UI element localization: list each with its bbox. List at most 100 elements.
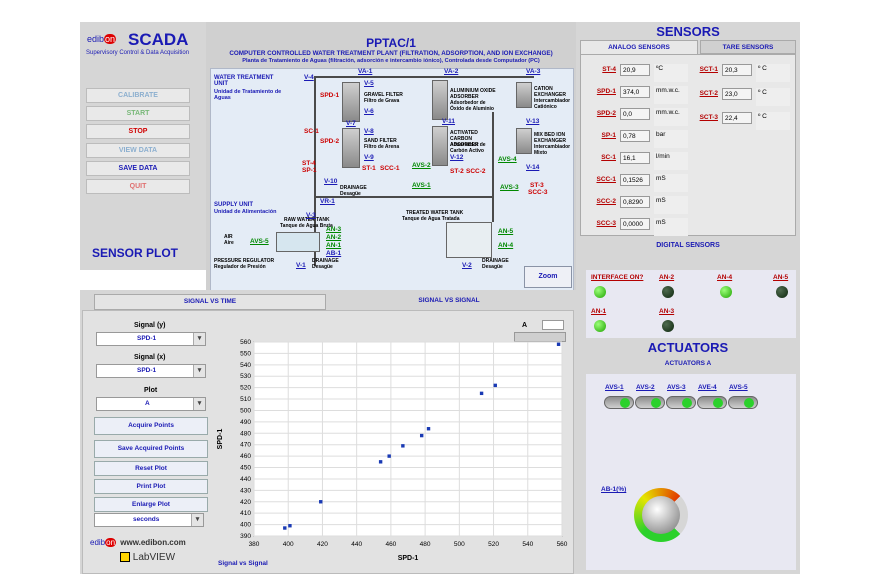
save-data-button[interactable]: SAVE DATA bbox=[86, 161, 190, 176]
tag-st4[interactable]: ST-4 bbox=[302, 160, 316, 167]
plot-background bbox=[253, 341, 563, 537]
actuator-toggle[interactable] bbox=[604, 396, 634, 409]
digital-sensor-label: AN-2 bbox=[658, 274, 676, 281]
tag-v2[interactable]: V-2 bbox=[462, 262, 472, 269]
tag-scc3[interactable]: SCC-3 bbox=[528, 189, 548, 196]
tag-v12[interactable]: V-12 bbox=[450, 154, 464, 161]
tag-v4[interactable]: V-4 bbox=[304, 74, 314, 81]
chevron-down-icon[interactable]: ▾ bbox=[191, 514, 203, 526]
tag-ab1[interactable]: AB-1 bbox=[326, 250, 342, 257]
tag-avs3[interactable]: AVS-3 bbox=[500, 184, 519, 191]
data-point bbox=[319, 500, 323, 504]
actuator-toggle[interactable] bbox=[635, 396, 665, 409]
tab-signal-vs-signal[interactable]: SIGNAL VS SIGNAL bbox=[418, 297, 480, 304]
actuator-toggle[interactable] bbox=[666, 396, 696, 409]
analog-sensor-unit: l/min bbox=[654, 152, 688, 170]
tag-an4[interactable]: AN-4 bbox=[498, 242, 514, 249]
sensor-plot-title: SENSOR PLOT bbox=[92, 246, 179, 260]
tag-v9[interactable]: V-9 bbox=[364, 154, 374, 161]
tag-sp1[interactable]: SP-1 bbox=[302, 167, 317, 174]
tag-avs2[interactable]: AVS-2 bbox=[412, 162, 431, 169]
quit-button[interactable]: QUIT bbox=[86, 179, 190, 194]
drainage-caption-2: DRAINAGE bbox=[312, 258, 339, 264]
chevron-down-icon[interactable]: ▾ bbox=[193, 398, 205, 410]
tag-avs5[interactable]: AVS-5 bbox=[250, 238, 269, 245]
tag-scc2[interactable]: SCC-2 bbox=[466, 168, 486, 175]
tag-spd2[interactable]: SPD-2 bbox=[320, 138, 340, 145]
tag-sc1[interactable]: SC-1 bbox=[304, 128, 319, 135]
sand-caption-es: Filtro de Arena bbox=[364, 144, 400, 150]
analog-sensor-name: SP-1 bbox=[601, 132, 616, 139]
raw-water-tank bbox=[276, 232, 320, 252]
tag-spd1[interactable]: SPD-1 bbox=[320, 92, 340, 99]
y-tick-label: 410 bbox=[240, 510, 251, 517]
time-unit-select[interactable]: seconds ▾ bbox=[94, 513, 204, 527]
drainage-caption-3-es: Desagüe bbox=[482, 264, 503, 270]
y-tick-label: 510 bbox=[240, 396, 251, 403]
tab-analog-sensors[interactable]: ANALOG SENSORS bbox=[580, 40, 698, 54]
start-button[interactable]: START bbox=[86, 106, 190, 121]
acquire-points-button[interactable]: Acquire Points bbox=[94, 417, 208, 435]
chevron-down-icon[interactable]: ▾ bbox=[193, 365, 205, 377]
tag-v5[interactable]: V-5 bbox=[364, 80, 374, 87]
tag-vr1[interactable]: VR-1 bbox=[320, 198, 335, 205]
tag-avs1[interactable]: AVS-1 bbox=[412, 182, 431, 189]
save-acquired-points-button[interactable]: Save Acquired Points bbox=[94, 440, 208, 458]
x-tick-label: 460 bbox=[385, 541, 396, 548]
tag-st3[interactable]: ST-3 bbox=[530, 182, 544, 189]
plot-select[interactable]: A ▾ bbox=[96, 397, 206, 411]
signal-x-select[interactable]: SPD-1 ▾ bbox=[96, 364, 206, 378]
reset-plot-button[interactable]: Reset Plot bbox=[94, 461, 208, 476]
x-tick-label: 500 bbox=[454, 541, 465, 548]
analog-sensor-value: 0,0 bbox=[620, 108, 650, 120]
tag-avs4[interactable]: AVS-4 bbox=[498, 156, 517, 163]
regulator-caption-es: Regulador de Presión bbox=[214, 264, 266, 270]
tag-va3[interactable]: VA-3 bbox=[526, 68, 541, 75]
tag-v8[interactable]: V-8 bbox=[364, 128, 374, 135]
actuator-toggle[interactable] bbox=[728, 396, 758, 409]
tag-v6[interactable]: V-6 bbox=[364, 108, 374, 115]
chevron-down-icon[interactable]: ▾ bbox=[193, 333, 205, 345]
tag-an5[interactable]: AN-5 bbox=[498, 228, 514, 235]
tag-an2[interactable]: AN-2 bbox=[326, 234, 342, 241]
alumina-adsorber-tank bbox=[432, 80, 448, 120]
air-caption: AIR bbox=[224, 234, 233, 240]
tag-v7[interactable]: V-7 bbox=[346, 120, 356, 127]
tag-v13[interactable]: V-13 bbox=[526, 118, 540, 125]
tag-v10[interactable]: V-10 bbox=[324, 178, 338, 185]
drainage-caption-3: DRAINAGE bbox=[482, 258, 509, 264]
digital-title: DIGITAL SENSORS bbox=[656, 242, 720, 249]
enlarge-plot-button[interactable]: Enlarge Plot bbox=[94, 497, 208, 512]
tag-an1[interactable]: AN-1 bbox=[326, 242, 342, 249]
analog-sensor-unit: mS bbox=[654, 196, 688, 214]
tag-v3[interactable]: V-3 bbox=[306, 212, 316, 219]
drainage-caption: DRAINAGE bbox=[340, 185, 367, 191]
mixed-exchanger-tank bbox=[516, 128, 532, 154]
tag-va2[interactable]: VA-2 bbox=[444, 68, 459, 75]
zoom-button[interactable]: Zoom bbox=[524, 266, 572, 288]
actuator-label: AVS-1 bbox=[604, 384, 625, 391]
website-link: www.edibon.com bbox=[120, 538, 186, 547]
calibrate-button[interactable]: CALIBRATE bbox=[86, 88, 190, 103]
stop-button[interactable]: STOP bbox=[86, 124, 190, 139]
gravel-filter-tank bbox=[342, 82, 360, 122]
sand-filter-tank bbox=[342, 128, 360, 168]
tag-v14[interactable]: V-14 bbox=[526, 164, 540, 171]
tag-va1[interactable]: VA-1 bbox=[358, 68, 373, 75]
tag-scc1[interactable]: SCC-1 bbox=[380, 165, 400, 172]
tag-v11[interactable]: V-11 bbox=[442, 118, 456, 125]
actuator-toggle[interactable] bbox=[697, 396, 727, 409]
tag-v1[interactable]: V-1 bbox=[296, 262, 306, 269]
data-point bbox=[283, 526, 287, 530]
tag-an3[interactable]: AN-3 bbox=[326, 226, 342, 233]
tag-st1[interactable]: ST-1 bbox=[362, 165, 376, 172]
tab-signal-vs-time[interactable]: SIGNAL VS TIME bbox=[94, 294, 326, 310]
tab-tare-sensors[interactable]: TARE SENSORS bbox=[700, 40, 796, 54]
view-data-button[interactable]: VIEW DATA bbox=[86, 143, 190, 158]
ab1-knob-icon[interactable] bbox=[642, 496, 680, 534]
print-plot-button[interactable]: Print Plot bbox=[94, 479, 208, 494]
tag-st2[interactable]: ST-2 bbox=[450, 168, 464, 175]
actuators-panel: ACTUATORS ACTUATORS A AB-1(%) AVS-1 AVS-2… bbox=[576, 340, 800, 574]
digital-sensor-label: AN-5 bbox=[772, 274, 790, 281]
signal-y-select[interactable]: SPD-1 ▾ bbox=[96, 332, 206, 346]
